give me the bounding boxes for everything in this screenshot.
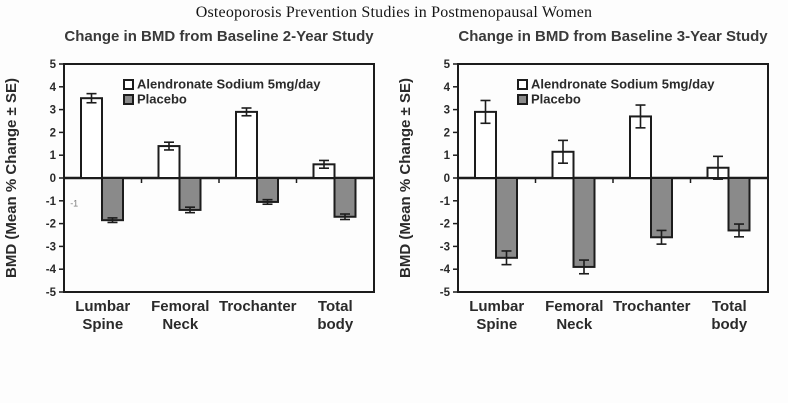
bar-placebo [495,177,518,259]
y-tick-label: 5 [444,59,451,71]
bar-alendronate [235,110,258,180]
x-axis-label: Neck [556,316,593,333]
legend-swatch-alendronate [517,79,528,90]
x-axis-label: body [711,316,747,333]
bar-placebo [256,177,279,203]
y-tick-label: 2 [444,127,450,139]
bar-placebo [727,177,751,232]
x-axis-label: Total [318,298,353,315]
y-tick-label: -5 [46,287,57,299]
y-tick-label: -4 [46,264,57,276]
x-axis-label: Femoral [545,298,603,315]
bar-placebo [178,177,202,211]
x-axis-label: Spine [82,316,123,333]
bar-alendronate [80,97,103,180]
legend-swatch-placebo [123,94,134,105]
y-tick-label: -1 [46,196,57,208]
bar-alendronate [157,145,181,180]
legend-label: Placebo [531,92,581,107]
legend-swatch-placebo [517,94,528,105]
y-tick-label: 0 [50,173,56,185]
y-tick-label: 0 [444,173,450,185]
y-tick-label: 1 [444,150,451,162]
x-axis-label: Trochanter [219,298,297,315]
legend-label: Placebo [137,92,187,107]
y-tick-label: 2 [50,127,56,139]
y-tick-label: 4 [444,82,451,94]
plot-annotation: -1 [70,199,78,209]
y-tick-label: -1 [440,196,451,208]
bar-placebo [572,177,596,268]
x-axis-label: Spine [476,316,517,333]
y-tick-label: -2 [440,219,450,231]
chart-2-year-study: Change in BMD from Baseline 2-Year Study… [0,28,394,388]
x-axis-label: body [317,316,353,333]
y-tick-label: -4 [440,264,451,276]
x-axis-label: Lumbar [469,298,524,315]
y-tick-label: 5 [50,59,57,71]
bar-placebo [101,177,124,222]
chart-title-3-year: Change in BMD from Baseline 3-Year Study [458,28,768,45]
x-axis-label: Lumbar [75,298,130,315]
bar-placebo [333,177,357,218]
y-tick-label: 3 [50,105,56,117]
legend-swatch-alendronate [123,79,134,90]
legend-label: Alendronate Sodium 5mg/day [531,77,715,92]
x-axis-label: Neck [162,316,199,333]
y-tick-label: 1 [50,150,57,162]
y-tick-label: -5 [440,287,451,299]
y-axis-title: BMD (Mean % Change ± SE) [397,78,414,278]
y-axis-title: BMD (Mean % Change ± SE) [3,78,20,278]
x-axis-label: Total [712,298,747,315]
y-tick-label: -3 [46,241,56,253]
x-axis-label: Femoral [151,298,209,315]
legend-label: Alendronate Sodium 5mg/day [137,77,321,92]
y-tick-label: 3 [444,105,450,117]
x-axis-label: Trochanter [613,298,691,315]
y-tick-label: 4 [50,82,57,94]
figure-title: Osteoporosis Prevention Studies in Postm… [195,4,593,21]
bar-placebo [650,177,673,239]
y-tick-label: -3 [440,241,450,253]
chart-3-year-study: Change in BMD from Baseline 3-Year Study… [394,28,788,388]
chart-title-2-year: Change in BMD from Baseline 2-Year Study [64,28,374,45]
y-tick-label: -2 [46,219,56,231]
